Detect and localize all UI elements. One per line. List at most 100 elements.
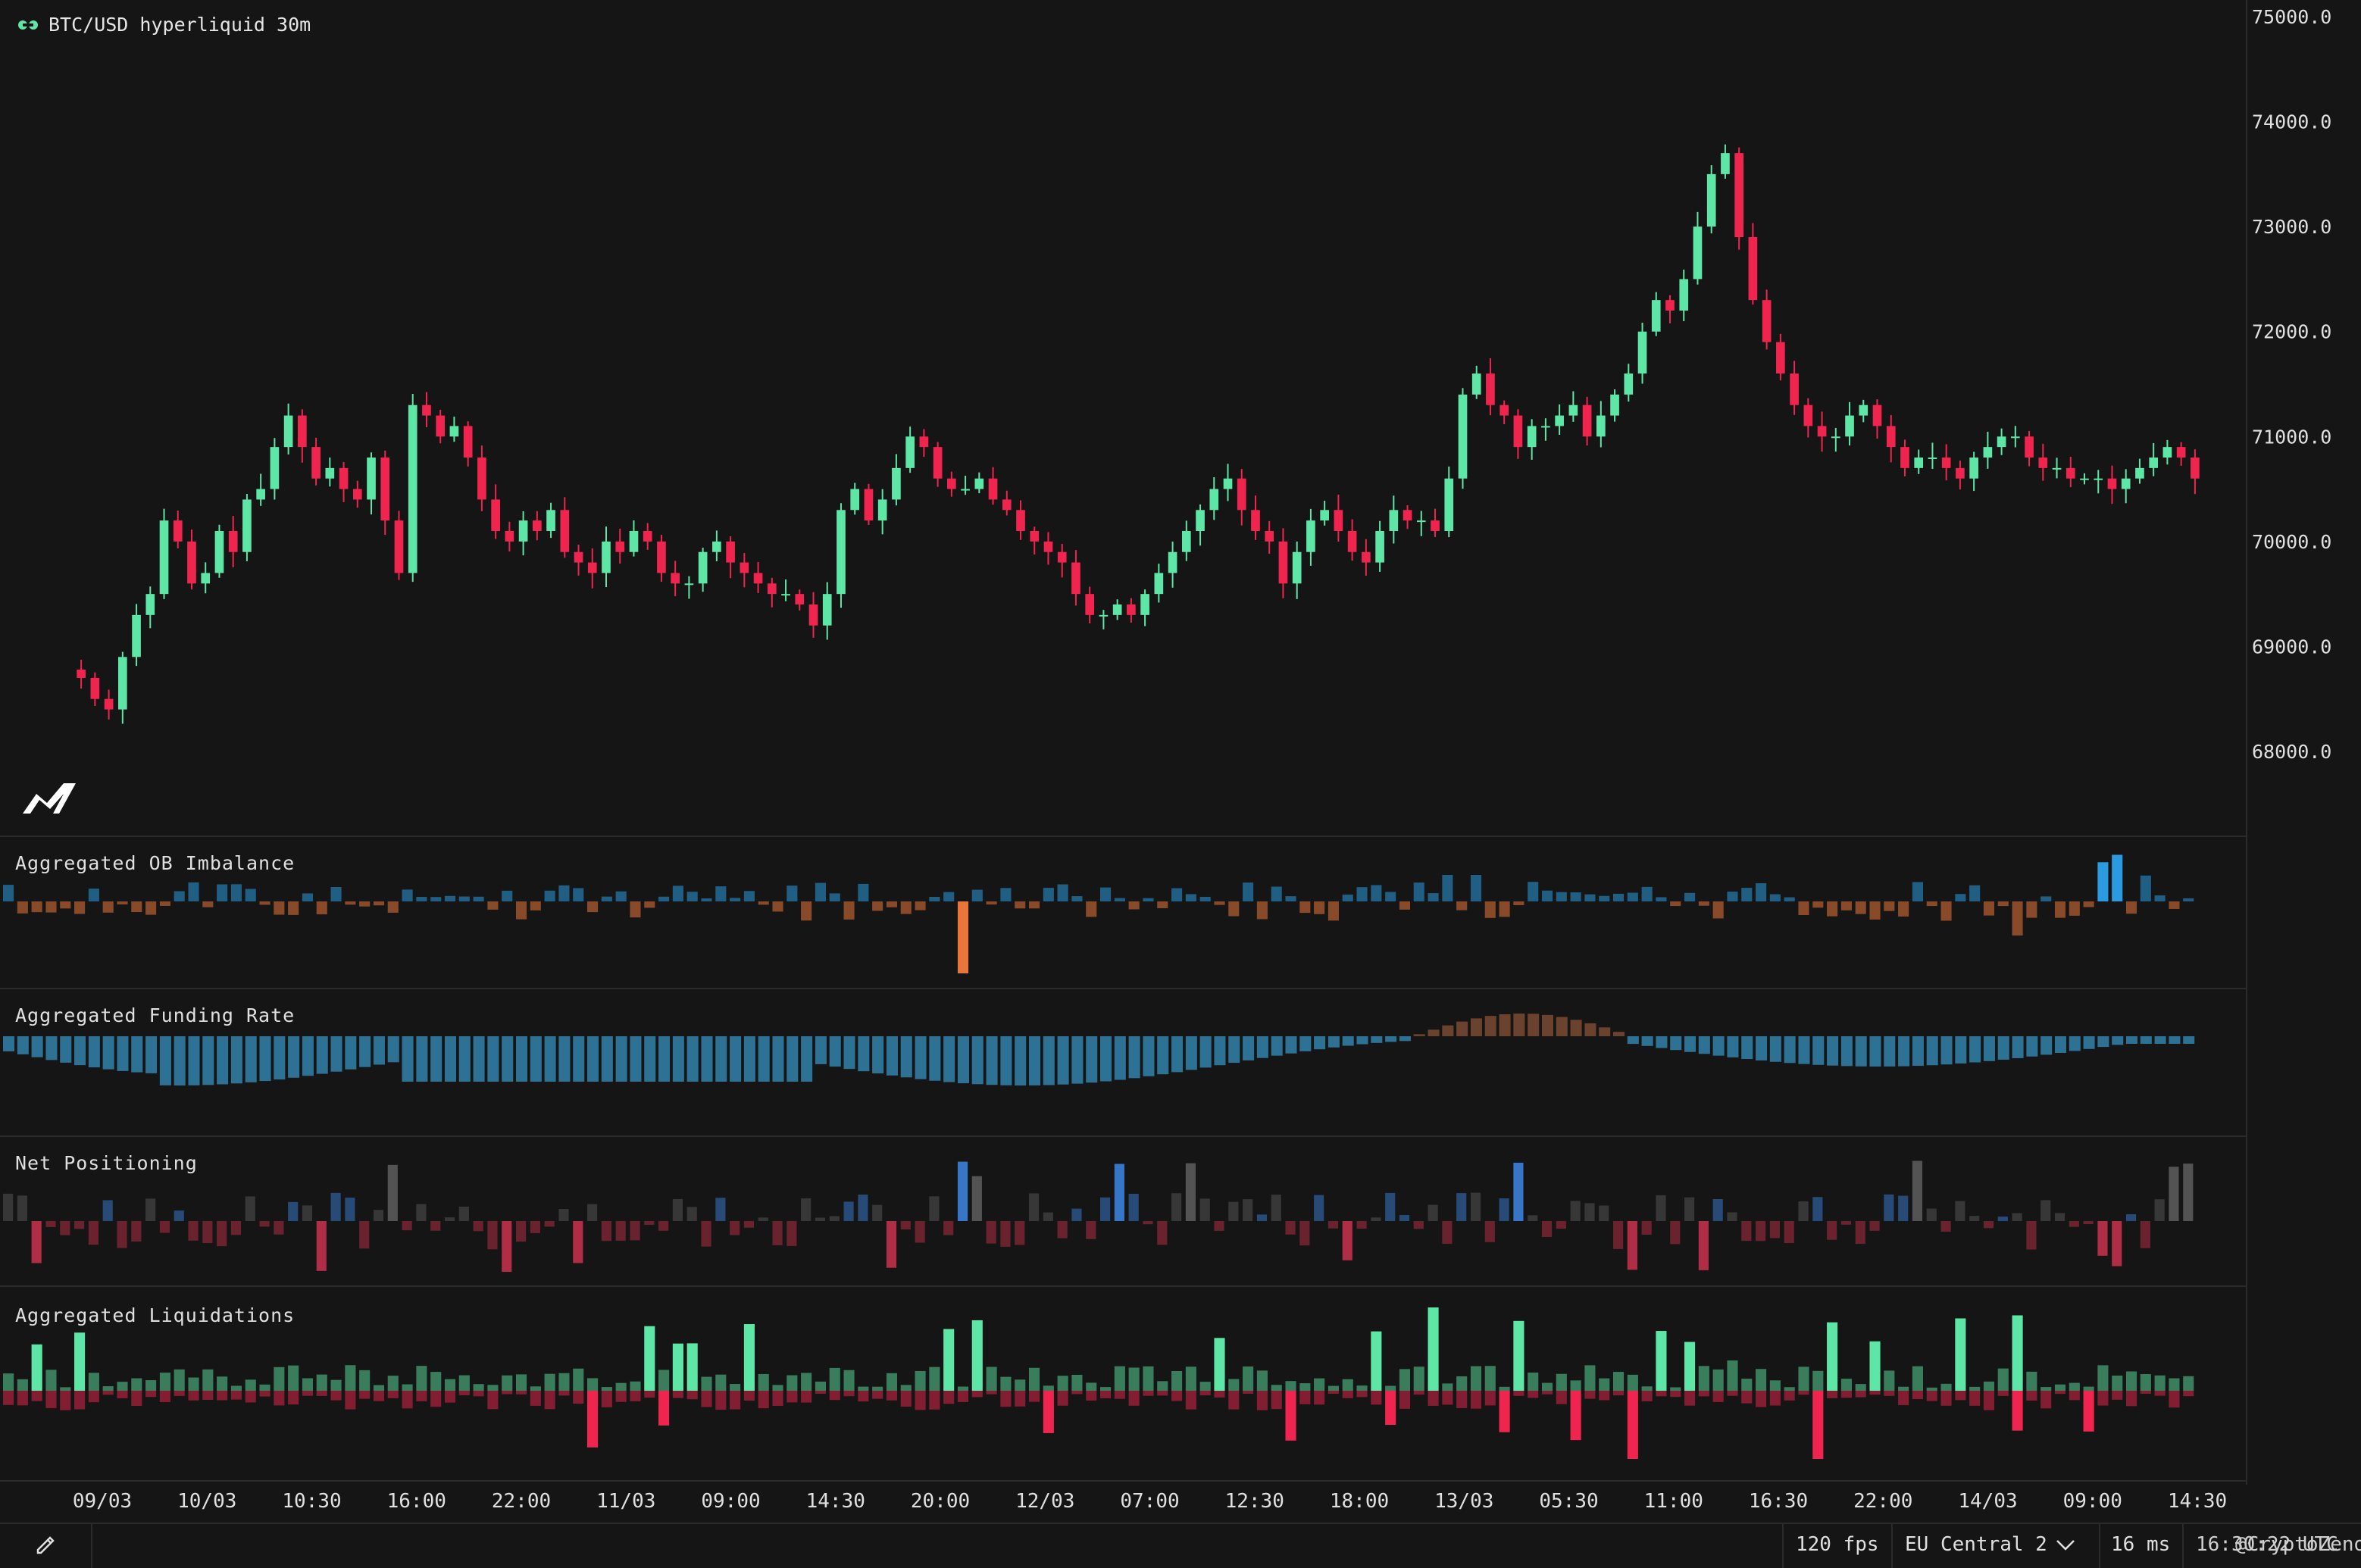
x-tick-label: 12/03 [1015,1490,1074,1513]
ob-bar [1071,896,1083,901]
funding-bar [573,1036,585,1082]
short-liquidation-bar [1528,1391,1539,1398]
candle-body [2011,436,2020,439]
long-liquidation-bar [1656,1331,1667,1391]
candle-body [1071,562,1080,595]
short-liquidation-bar [316,1391,327,1396]
short-liquidation-bar [1756,1391,1767,1407]
ob-bar [1470,875,1482,901]
net-position-bar [1442,1221,1453,1245]
net-position-bar [1756,1221,1766,1242]
funding-bar [829,1036,841,1067]
long-liquidation-bar [1855,1384,1866,1391]
funding-bar [1784,1036,1796,1064]
candle-body [1471,373,1481,395]
candle-body [77,669,86,678]
ob-bar [1969,885,1981,901]
liquidations-series [3,1307,2194,1459]
short-liquidation-bar [74,1391,86,1410]
short-liquidation-bar [2154,1391,2166,1396]
long-liquidation-bar [1057,1376,1068,1391]
net-position-bar [458,1206,469,1221]
funding-bar [159,1036,171,1085]
ob-bar [743,891,755,901]
short-liquidation-bar [858,1391,869,1402]
net-position-bar [900,1221,911,1230]
symbol-header[interactable]: BTC/USD hyperliquid 30m [17,14,311,36]
net-position-bar [872,1204,883,1221]
funding-bar [102,1036,114,1070]
short-liquidation-bar [1043,1391,1054,1433]
funding-bar [1756,1036,1768,1060]
funding-bar [715,1036,727,1082]
short-liquidation-bar [1071,1391,1083,1395]
funding-bar [2112,1036,2124,1045]
candle-body [1196,510,1205,531]
long-liquidation-bar [1271,1385,1282,1391]
short-liquidation-bar [2054,1391,2066,1395]
long-liquidation-bar [31,1344,42,1391]
net-position-bar [1028,1193,1040,1221]
net-position-bar [686,1207,697,1221]
ob-bar [174,891,185,901]
short-liquidation-bar [444,1391,456,1403]
net-position-bar [630,1221,640,1241]
short-liquidation-bar [1185,1391,1196,1410]
net-position-bar [230,1221,242,1235]
funding-bar [1812,1036,1825,1065]
candle-body [808,604,818,626]
net-position-bar [1741,1221,1752,1242]
ob-bar [786,886,798,901]
short-liquidation-bar [943,1391,955,1404]
region-select[interactable]: EU Central 2 [1905,1533,2076,1556]
net-position-bar [658,1221,669,1231]
long-liquidation-bar [1869,1341,1881,1391]
long-liquidation-bar [929,1367,940,1391]
candle-body [1278,541,1288,584]
funding-bar [658,1036,671,1082]
candle-body [90,678,100,699]
net-position-bar [1584,1203,1595,1221]
short-liquidation-bar [1086,1391,1097,1401]
funding-bar [473,1036,485,1082]
pane-title-net-positioning: Net Positioning [15,1152,198,1174]
funding-bar [900,1036,912,1078]
net-position-bar [1043,1212,1053,1221]
long-liquidation-bar [60,1387,71,1391]
net-position-bar [1399,1214,1410,1221]
long-liquidation-bar [1670,1387,1681,1391]
long-liquidation-bar [971,1320,983,1391]
ob-bar [159,901,170,906]
candle-body [1431,520,1440,531]
candle-body [394,520,404,573]
long-liquidation-bar [530,1386,541,1391]
short-liquidation-bar [2169,1391,2180,1408]
long-liquidation-bar [1314,1378,1325,1391]
long-liquidation-bar [1599,1378,1610,1391]
short-liquidation-bar [1470,1391,1482,1409]
pencil-icon[interactable] [33,1535,59,1557]
short-liquidation-bar [986,1391,997,1395]
short-liquidation-bar [359,1391,371,1399]
ob-bar [1684,892,1696,901]
funding-bar [1769,1036,1781,1062]
candle-body [311,447,321,479]
candle-body [532,520,542,531]
candle-body [518,520,528,542]
ob-bar [1513,901,1524,905]
funding-bar [1086,1036,1098,1083]
net-position-bar [1898,1195,1909,1221]
ob-bar [801,901,812,921]
y-tick-label: 71000.0 [2252,426,2331,448]
net-position-bar [843,1201,854,1221]
ob-bar [886,901,898,907]
watermark: @CryptoZeno [2235,1533,2361,1556]
funding-bar [1499,1014,1511,1036]
net-position-bar [1299,1221,1310,1246]
ob-bar [843,901,855,920]
net-position-bar [74,1221,85,1229]
ob-bar [502,890,513,901]
funding-bar [1371,1036,1383,1043]
short-liquidation-bar [1228,1391,1240,1410]
net-position-bar [159,1221,170,1233]
